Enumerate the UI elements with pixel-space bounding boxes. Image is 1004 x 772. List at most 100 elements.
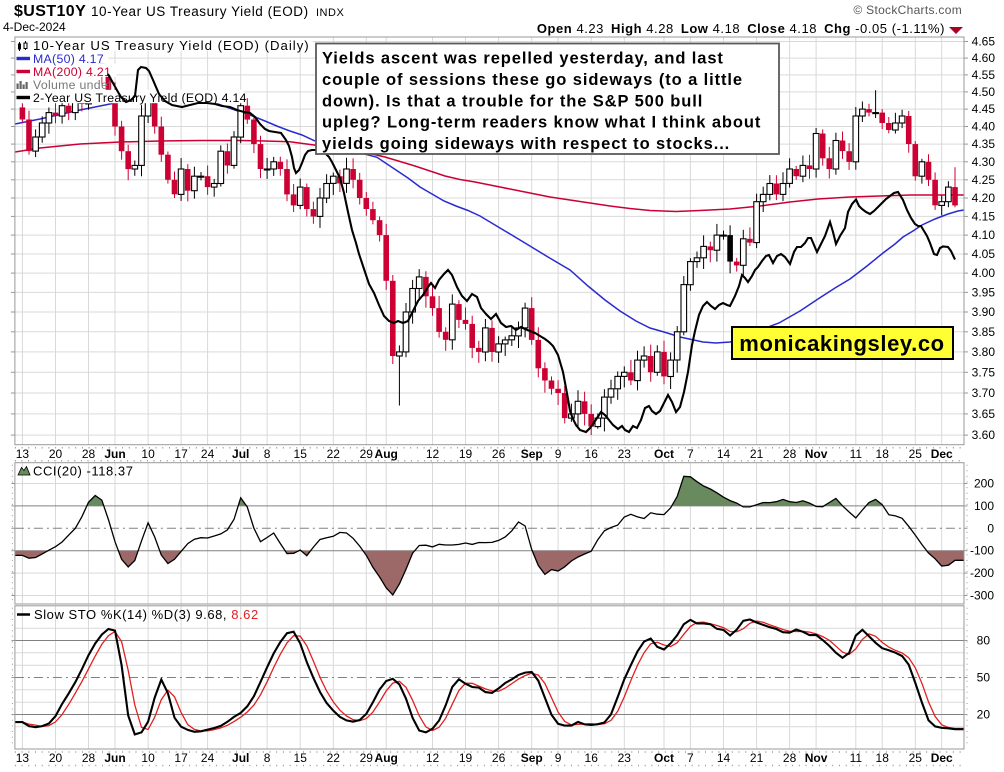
svg-text:4.10: 4.10: [972, 228, 996, 242]
svg-text:MA(200) 4.21: MA(200) 4.21: [33, 65, 111, 79]
svg-text:4.45: 4.45: [972, 102, 996, 116]
svg-text:8: 8: [264, 447, 271, 461]
svg-text:4.15: 4.15: [972, 209, 996, 223]
svg-text:4.55: 4.55: [972, 68, 996, 82]
svg-text:Volume undef: Volume undef: [33, 78, 112, 92]
svg-text:Jun: Jun: [104, 751, 125, 765]
svg-text:3.85: 3.85: [972, 325, 996, 339]
svg-text:4.00: 4.00: [972, 266, 996, 280]
svg-text:25: 25: [909, 447, 923, 461]
svg-text:INDX: INDX: [316, 7, 344, 19]
svg-text:12: 12: [426, 751, 440, 765]
svg-text:-300: -300: [970, 589, 994, 603]
svg-text:14: 14: [717, 751, 731, 765]
svg-text:4.05: 4.05: [972, 247, 996, 261]
svg-text:16: 16: [585, 447, 599, 461]
svg-text:11: 11: [850, 751, 863, 765]
svg-text:Jun: Jun: [104, 447, 125, 461]
svg-text:29: 29: [360, 751, 374, 765]
svg-text:Yields ascent was repelled yes: Yields ascent was repelled yesterday, an…: [322, 50, 724, 68]
svg-text:© StockCharts.com: © StockCharts.com: [853, 3, 962, 17]
svg-text:3.60: 3.60: [972, 428, 996, 442]
svg-text:9: 9: [555, 751, 562, 765]
svg-text:4.60: 4.60: [972, 51, 996, 65]
svg-text:19: 19: [459, 751, 473, 765]
svg-text:23: 23: [618, 751, 632, 765]
svg-text:28: 28: [82, 751, 96, 765]
svg-text:3.65: 3.65: [972, 407, 996, 421]
svg-text:-100: -100: [970, 544, 994, 558]
svg-text:3.90: 3.90: [972, 305, 996, 319]
svg-text:18: 18: [876, 751, 890, 765]
svg-text:15: 15: [294, 447, 308, 461]
svg-text:22: 22: [327, 447, 341, 461]
svg-text:Jul: Jul: [232, 751, 249, 765]
svg-text:10-Year US Treasury Yield (EOD: 10-Year US Treasury Yield (EOD) (Daily): [33, 38, 310, 53]
svg-text:24: 24: [201, 751, 215, 765]
svg-text:8: 8: [264, 751, 271, 765]
svg-text:18: 18: [876, 447, 890, 461]
svg-text:Sep: Sep: [521, 751, 543, 765]
svg-text:4.65: 4.65: [972, 35, 996, 49]
svg-text:Open 4.23 High 4.28 Low 4.18 C: Open 4.23 High 4.28 Low 4.18 Close 4.18 …: [537, 21, 945, 36]
svg-text:4.25: 4.25: [972, 173, 996, 187]
svg-text:9: 9: [555, 447, 562, 461]
svg-text:28: 28: [783, 447, 797, 461]
svg-text:Dec: Dec: [931, 447, 953, 461]
svg-text:4-Dec-2024: 4-Dec-2024: [3, 20, 66, 34]
svg-text:Sep: Sep: [521, 447, 543, 461]
svg-text:29: 29: [360, 447, 374, 461]
svg-text:7: 7: [687, 751, 694, 765]
svg-text:4.30: 4.30: [972, 155, 996, 169]
svg-text:3.75: 3.75: [972, 365, 996, 379]
svg-text:Nov: Nov: [805, 447, 828, 461]
svg-text:Slow STO %K(14) %D(3) 9.68, 8.: Slow STO %K(14) %D(3) 9.68, 8.62: [34, 607, 259, 622]
svg-text:28: 28: [82, 447, 96, 461]
svg-text:Nov: Nov: [805, 751, 828, 765]
svg-text:50: 50: [977, 671, 991, 685]
svg-text:3.95: 3.95: [972, 285, 996, 299]
svg-text:2-Year US Treasury Yield (EOD): 2-Year US Treasury Yield (EOD) 4.14: [33, 91, 247, 105]
svg-text:21: 21: [750, 751, 764, 765]
svg-text:200: 200: [974, 477, 994, 491]
svg-text:Aug: Aug: [375, 447, 398, 461]
svg-text:10-Year US Treasury Yield (EOD: 10-Year US Treasury Yield (EOD): [91, 4, 309, 19]
svg-text:yields going sideways with res: yields going sideways with respect to st…: [322, 135, 730, 153]
svg-text:20: 20: [49, 447, 63, 461]
svg-text:17: 17: [174, 447, 188, 461]
svg-text:24: 24: [201, 447, 215, 461]
svg-text:3.70: 3.70: [972, 386, 996, 400]
svg-text:monicakingsley.co: monicakingsley.co: [739, 331, 944, 356]
svg-text:down). Is that a trouble for t: down). Is that a trouble for the S&P 500…: [322, 92, 703, 110]
svg-text:Dec: Dec: [931, 751, 953, 765]
svg-text:16: 16: [585, 751, 599, 765]
svg-text:19: 19: [459, 447, 473, 461]
svg-text:17: 17: [174, 751, 188, 765]
svg-text:MA(50) 4.17: MA(50) 4.17: [33, 52, 104, 66]
svg-text:80: 80: [977, 634, 991, 648]
svg-text:20: 20: [49, 751, 63, 765]
svg-text:20: 20: [977, 708, 991, 722]
svg-text:upleg? Long-term readers know: upleg? Long-term readers know what I thi…: [322, 114, 761, 132]
svg-text:Aug: Aug: [375, 751, 398, 765]
svg-text:11: 11: [850, 447, 863, 461]
svg-text:$UST10Y: $UST10Y: [14, 3, 86, 20]
svg-text:4.20: 4.20: [972, 191, 996, 205]
svg-text:-200: -200: [970, 566, 994, 580]
svg-text:Oct: Oct: [654, 447, 674, 461]
svg-text:14: 14: [717, 447, 731, 461]
svg-text:22: 22: [327, 751, 341, 765]
svg-text:CCI(20) -118.37: CCI(20) -118.37: [33, 464, 134, 479]
svg-text:12: 12: [426, 447, 440, 461]
svg-text:23: 23: [618, 447, 632, 461]
svg-text:13: 13: [16, 751, 30, 765]
svg-text:28: 28: [783, 751, 797, 765]
svg-text:26: 26: [492, 447, 506, 461]
svg-text:4.35: 4.35: [972, 137, 996, 151]
svg-text:15: 15: [294, 751, 308, 765]
svg-text:10: 10: [141, 751, 155, 765]
svg-text:Oct: Oct: [654, 751, 674, 765]
svg-text:21: 21: [750, 447, 764, 461]
svg-text:10: 10: [141, 447, 155, 461]
svg-text:13: 13: [16, 447, 30, 461]
